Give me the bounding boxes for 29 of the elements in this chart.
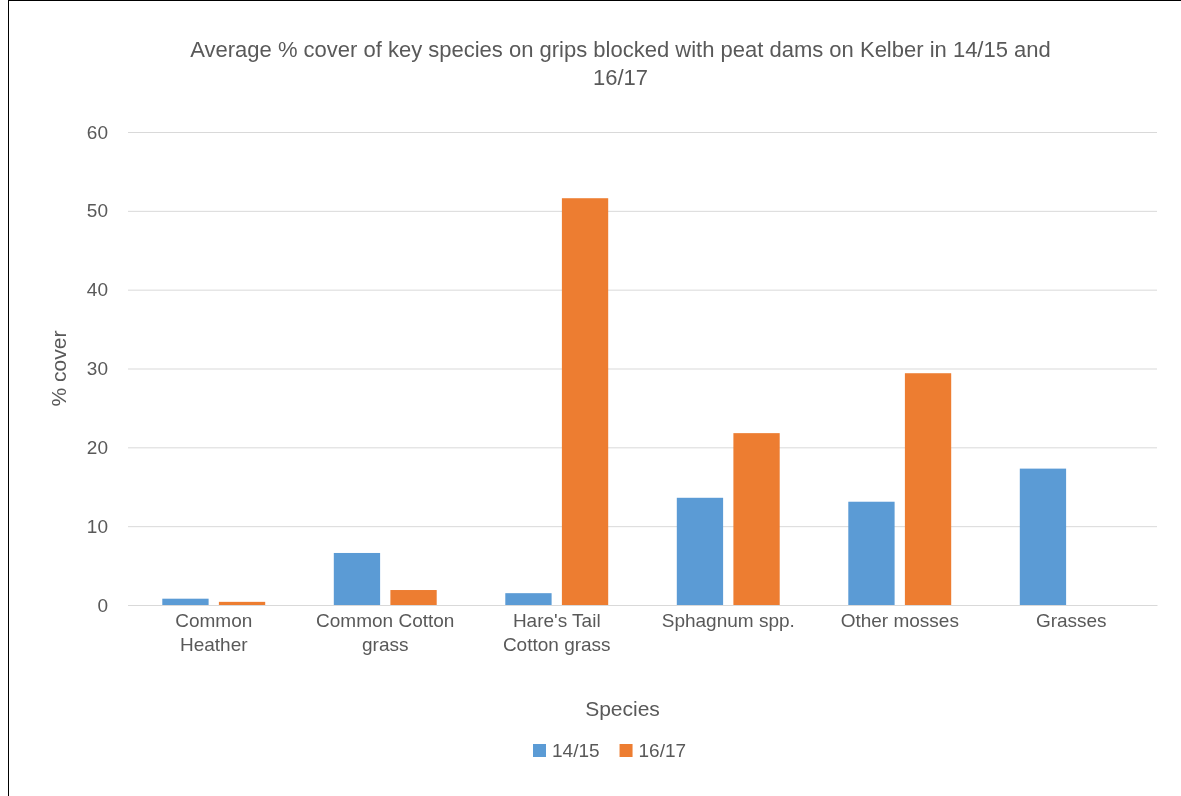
bar xyxy=(390,590,437,605)
y-axis-title: % cover xyxy=(47,330,70,407)
y-tick-label: 0 xyxy=(97,594,108,616)
bar xyxy=(561,198,609,605)
bar xyxy=(733,433,780,605)
x-tick-label: Hare's Tail Cotton grass xyxy=(502,610,611,655)
x-tick-label: Common Heather xyxy=(175,610,253,655)
bar xyxy=(676,497,724,605)
x-tick-label: Common Cotton grass xyxy=(316,610,455,655)
chart-title: Average % cover of key species on grips blocked with peat dams on Kelber in 14/15 and 16/17 xyxy=(190,37,1051,90)
bar xyxy=(218,601,266,605)
x-tick-label: Other mosses xyxy=(840,610,959,631)
bar xyxy=(1019,468,1067,605)
bar xyxy=(333,552,381,605)
x-tick-label: Sphagnum spp. xyxy=(661,610,795,631)
legend-label: 14/15 xyxy=(552,740,600,761)
x-tick-label: Grasses xyxy=(1035,610,1107,631)
bar xyxy=(162,598,209,605)
y-tick-label: 30 xyxy=(86,358,108,380)
y-tick-label: 60 xyxy=(86,121,108,143)
y-tick-label: 10 xyxy=(86,515,108,537)
y-tick-label: 40 xyxy=(86,279,108,301)
y-tick-label: 50 xyxy=(86,200,108,222)
bar xyxy=(848,501,895,605)
bar xyxy=(904,373,952,605)
bar xyxy=(505,593,552,605)
x-axis-title: Species xyxy=(585,697,660,720)
legend-label: 16/17 xyxy=(638,740,687,761)
y-tick-label: 20 xyxy=(86,436,108,458)
